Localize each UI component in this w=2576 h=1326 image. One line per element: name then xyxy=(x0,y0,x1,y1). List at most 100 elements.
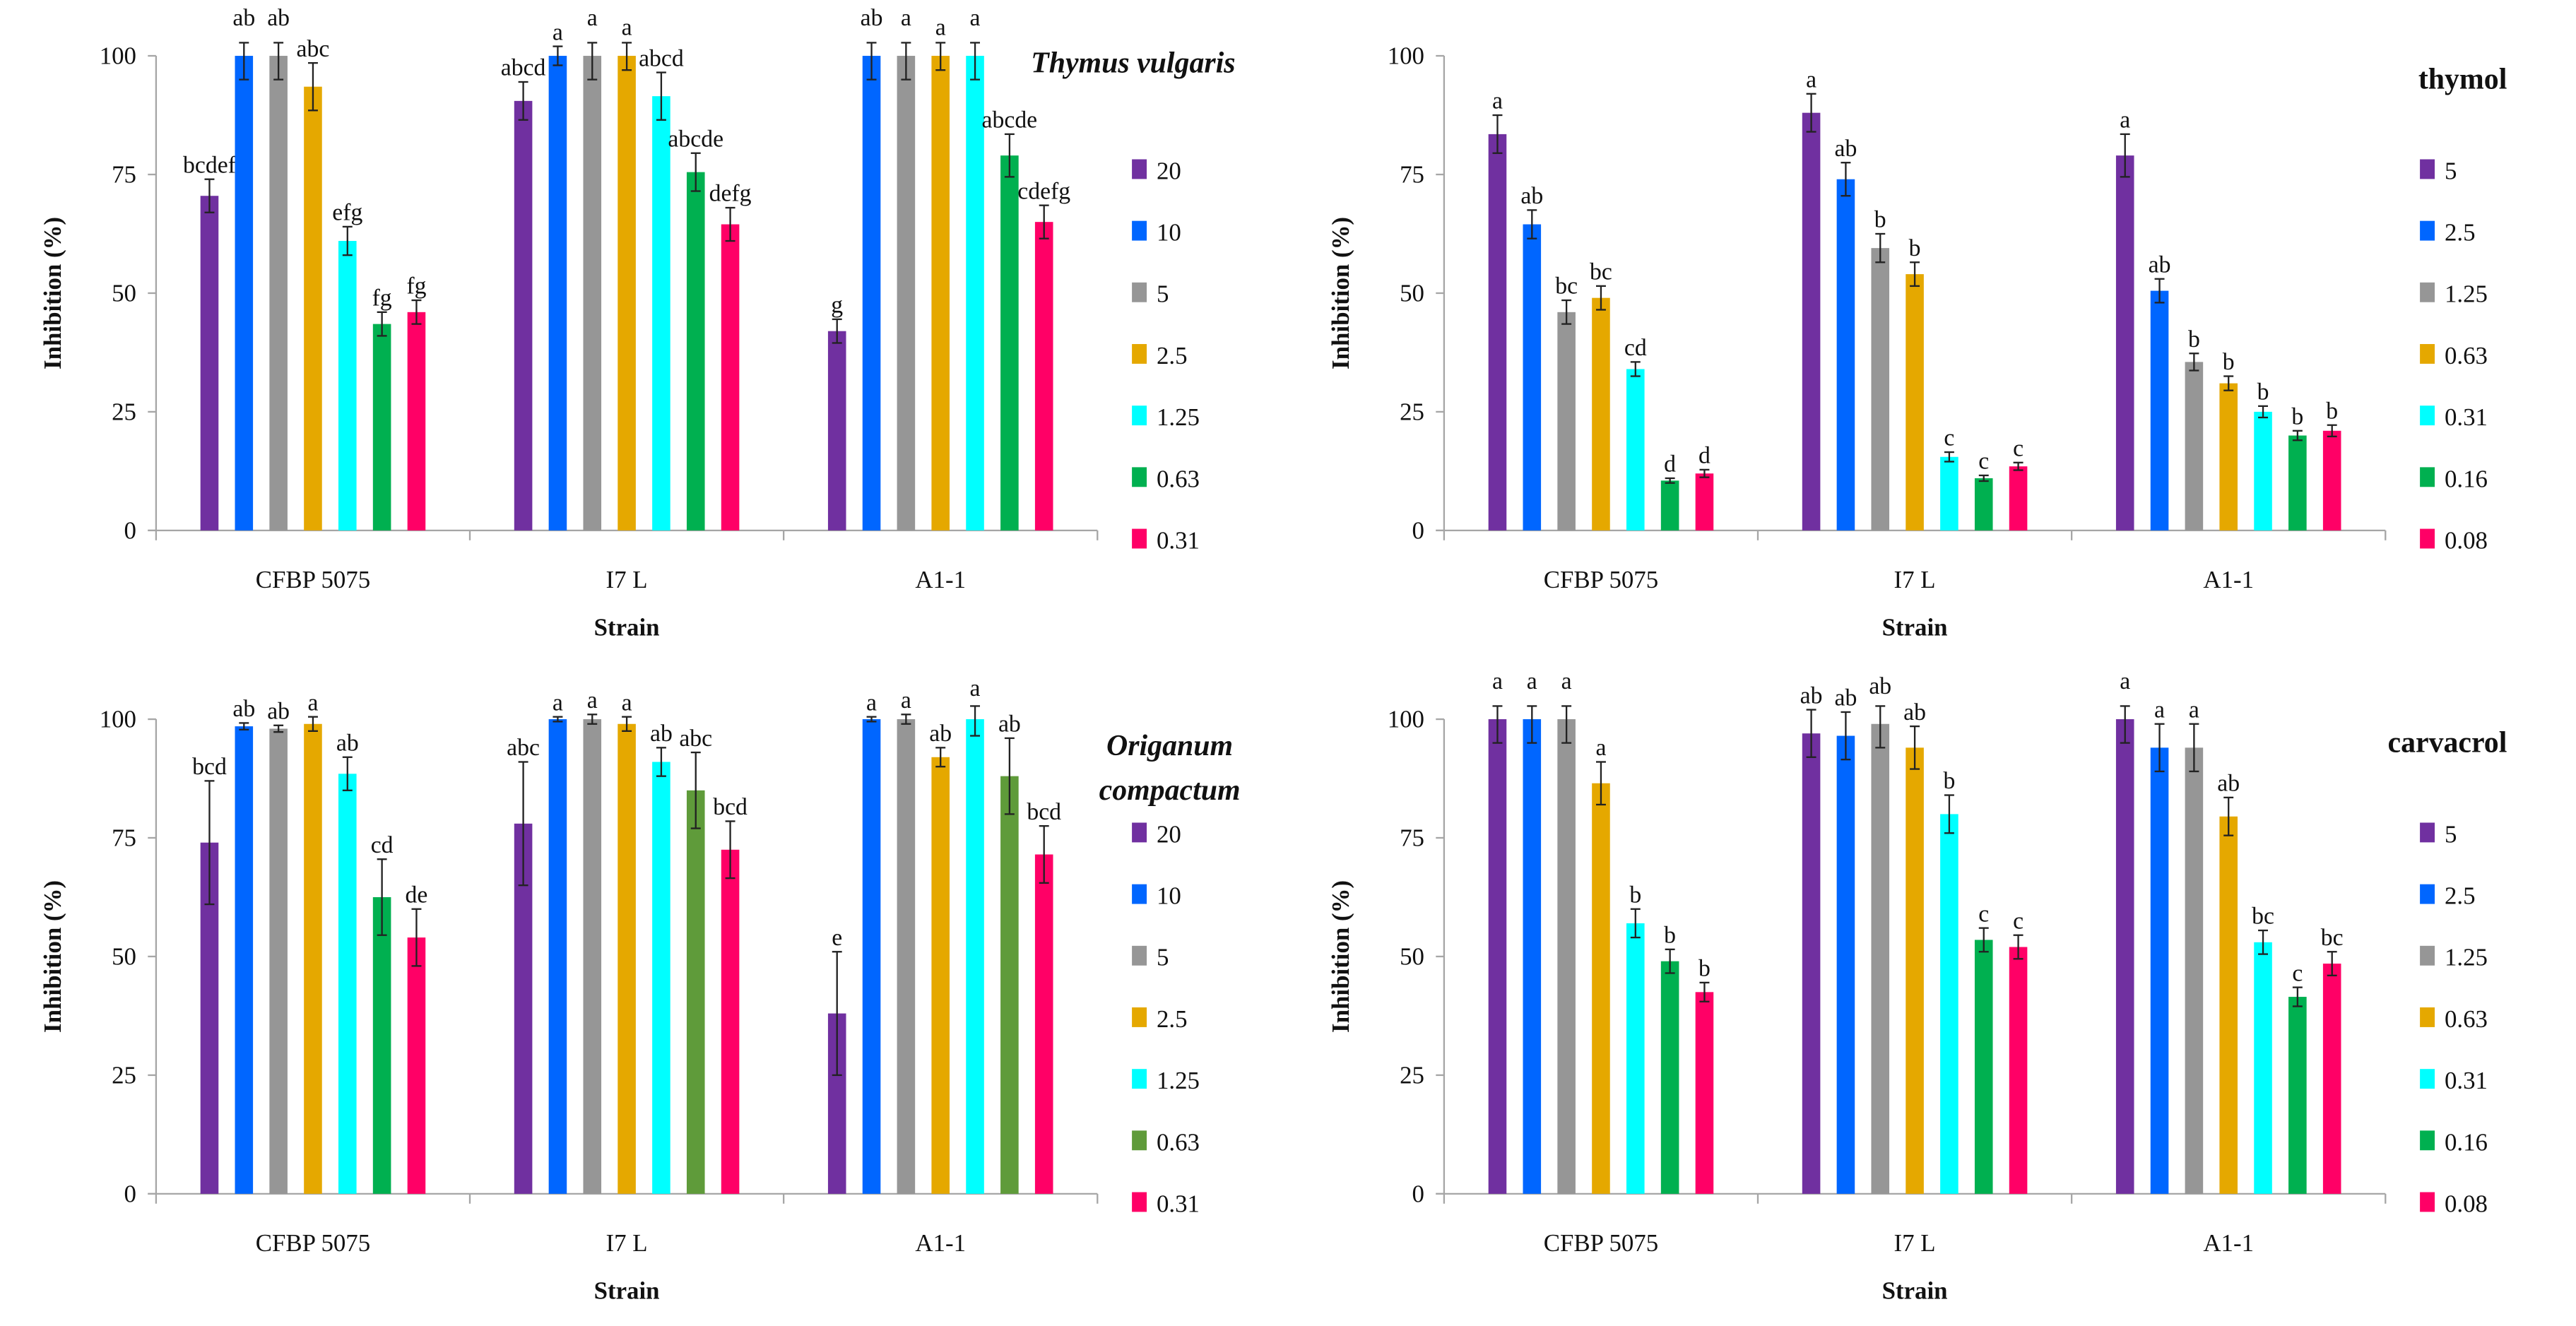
bar-0.63-I7-L xyxy=(1906,747,1924,1194)
bar-0.63-A1-1 xyxy=(1000,776,1019,1194)
legend-label: 0.31 xyxy=(2445,403,2488,431)
y-tick-label: 75 xyxy=(1400,161,1424,189)
legend-label: 5 xyxy=(2445,157,2457,184)
legend-swatch xyxy=(2420,406,2435,426)
bar-2.5-A1-1 xyxy=(2150,747,2169,1194)
x-tick-label: CFBP 5075 xyxy=(256,566,370,593)
significance-letter: ab xyxy=(267,5,290,31)
bar-1.25-A1-1 xyxy=(966,56,984,531)
significance-letter: a xyxy=(970,675,981,702)
bar-0.63-I7-L xyxy=(686,790,705,1194)
significance-letter: a xyxy=(2120,668,2130,694)
significance-letter: d xyxy=(1698,443,1711,469)
significance-letter: b xyxy=(1874,207,1886,233)
significance-letter: de xyxy=(406,882,428,908)
y-axis-title: Inhibition (%) xyxy=(1327,217,1354,369)
significance-letter: a xyxy=(1595,735,1606,761)
significance-letter: abcde xyxy=(668,126,723,152)
y-axis-title: Inhibition (%) xyxy=(1327,880,1354,1033)
bar-5-CFBP-5075 xyxy=(1488,134,1507,531)
bar-0.63-A1-1 xyxy=(2219,816,2238,1194)
x-axis-title: Strain xyxy=(594,1277,660,1305)
y-tick-label: 50 xyxy=(1400,280,1424,307)
bar-0.63-A1-1 xyxy=(2219,383,2238,531)
significance-letter: a xyxy=(307,689,318,716)
significance-letter: ab xyxy=(1869,673,1891,699)
bar-0.08-CFBP-5075 xyxy=(1695,992,1714,1194)
legend-swatch xyxy=(1132,406,1147,426)
bar-2.5-CFBP-5075 xyxy=(304,86,322,531)
significance-letter: ab xyxy=(929,721,952,747)
significance-letter: efg xyxy=(332,200,362,226)
bar-0.08-A1-1 xyxy=(2322,964,2341,1194)
significance-letter: bc xyxy=(2252,904,2274,930)
y-tick-label: 100 xyxy=(100,42,136,70)
legend-swatch xyxy=(1132,159,1147,179)
bar-2.5-CFBP-5075 xyxy=(1523,224,1542,531)
legend-swatch xyxy=(2420,159,2435,179)
bar-10-A1-1 xyxy=(862,56,881,531)
bar-0.63-I7-L xyxy=(1906,274,1924,531)
significance-letter: b xyxy=(2223,349,2235,375)
legend-swatch xyxy=(1132,467,1147,487)
significance-letter: defg xyxy=(709,181,752,207)
chart-thymol: 0 25 50 75 100 CFBP 5075 I7 L A1-1 Strain Inhibit… xyxy=(1288,0,2576,663)
legend-swatch xyxy=(2420,344,2435,364)
legend-label: 0.31 xyxy=(1157,526,1200,554)
legend-swatch xyxy=(2420,1069,2435,1089)
y-tick-label: 75 xyxy=(1400,824,1424,852)
bar-0.08-I7-L xyxy=(2009,466,2028,531)
legend-swatch xyxy=(2420,467,2435,487)
bar-20-A1-1 xyxy=(827,331,846,531)
significance-letter: ab xyxy=(232,5,255,31)
bar-5-CFBP-5075 xyxy=(269,728,288,1194)
bar-5-A1-1 xyxy=(2115,155,2134,531)
x-tick-label: I7 L xyxy=(606,1229,648,1257)
legend-label: 2.5 xyxy=(2445,219,2476,247)
bar-2.5-CFBP-5075 xyxy=(1523,719,1542,1194)
bar-0.16-I7-L xyxy=(1974,478,1993,531)
y-tick-label: 25 xyxy=(112,1062,136,1089)
significance-letter: a xyxy=(901,687,911,714)
chart-carvacrol: 0 25 50 75 100 CFBP 5075 I7 L A1-1 Strain Inhibit… xyxy=(1288,663,2576,1326)
significance-letter: a xyxy=(2154,697,2165,723)
legend-label: 0.16 xyxy=(2445,1128,2488,1156)
y-axis-title: Inhibition (%) xyxy=(39,880,66,1033)
bar-1.25-CFBP-5075 xyxy=(1557,312,1576,531)
bar-1.25-A1-1 xyxy=(966,719,984,1194)
legend-swatch xyxy=(1132,822,1147,843)
legend-label: 5 xyxy=(2445,820,2457,848)
significance-letter: b xyxy=(1629,882,1641,908)
significance-letter: bc xyxy=(2321,925,2344,951)
significance-letter: ab xyxy=(336,730,359,756)
bar-5-I7-L xyxy=(1802,733,1821,1194)
bar-5-A1-1 xyxy=(897,719,916,1194)
bar-0.16-CFBP-5075 xyxy=(1660,961,1679,1194)
bar-5-A1-1 xyxy=(2115,719,2134,1194)
significance-letter: abc xyxy=(507,735,540,761)
y-tick-label: 0 xyxy=(1412,516,1424,544)
bar-0.63-A1-1 xyxy=(1000,155,1019,531)
x-axis-title: Strain xyxy=(594,614,660,641)
x-tick-label: CFBP 5075 xyxy=(1544,566,1658,593)
chart-svg: 0 25 50 75 100 CFBP 5075 I7 L A1-1 Strain Inhibit… xyxy=(1327,42,2507,641)
y-tick-label: 100 xyxy=(1388,42,1424,70)
legend-label: 5 xyxy=(1157,944,1169,971)
significance-letter: bcdef xyxy=(183,152,237,178)
legend-label: 0.08 xyxy=(2445,526,2488,554)
significance-letter: a xyxy=(553,689,563,716)
bar-5-I7-L xyxy=(583,56,602,531)
bar-1.25-I7-L xyxy=(1871,248,1890,531)
bar-2.5-A1-1 xyxy=(931,56,950,531)
chart-thymus-vulgaris: 0 25 50 75 100 CFBP 5075 I7 L A1-1 Strain Inhibit… xyxy=(0,0,1288,663)
bar-0.63-CFBP-5075 xyxy=(372,896,391,1194)
bar-0.31-A1-1 xyxy=(1034,222,1053,531)
x-axis-title: Strain xyxy=(1882,614,1948,641)
legend-swatch xyxy=(2420,220,2435,241)
bar-5-A1-1 xyxy=(897,56,916,531)
legend-swatch xyxy=(2420,528,2435,549)
legend-label: 1.25 xyxy=(2445,944,2488,971)
bar-10-I7-L xyxy=(548,719,567,1194)
bar-1.25-CFBP-5075 xyxy=(1557,719,1576,1194)
y-tick-label: 0 xyxy=(1412,1180,1424,1207)
